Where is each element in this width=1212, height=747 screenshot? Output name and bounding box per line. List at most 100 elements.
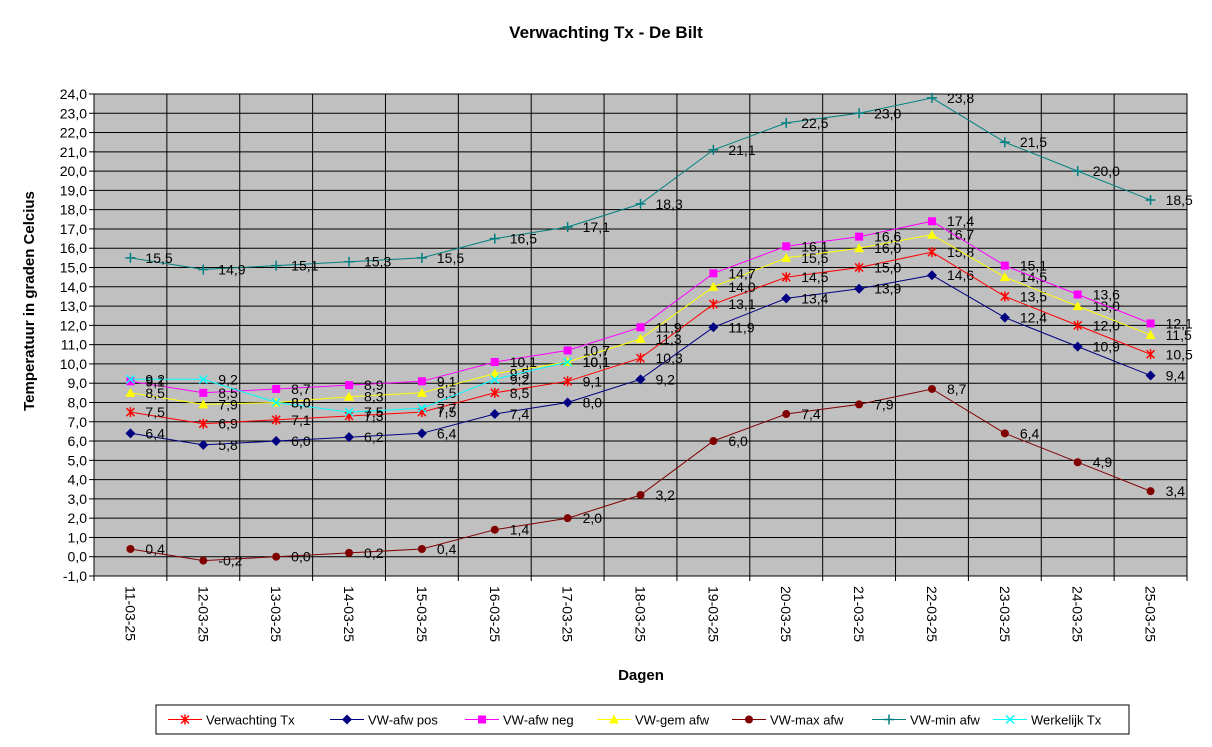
x-tick-label: 23-03-25	[997, 586, 1013, 642]
data-point	[416, 428, 427, 439]
x-axis-title: Dagen	[618, 667, 664, 684]
data-point	[562, 222, 573, 233]
data-point	[490, 374, 500, 384]
legend-item: Verwachting Tx	[168, 713, 295, 728]
data-label: 9,2	[145, 371, 165, 387]
data-label: 7,3	[364, 408, 384, 424]
y-tick-label: 22,0	[60, 125, 87, 141]
data-point	[635, 333, 646, 343]
data-point	[1145, 195, 1156, 206]
data-point	[416, 387, 427, 397]
data-point	[345, 381, 354, 390]
plot-border	[93, 93, 1188, 577]
x-tick-label: 25-03-25	[1143, 586, 1159, 642]
y-tick-label: 13,0	[60, 298, 87, 314]
data-label: 8,3	[364, 389, 384, 405]
data-point	[1145, 330, 1156, 339]
data-point	[1000, 429, 1009, 438]
data-label: 15,5	[145, 250, 172, 266]
data-label: 8,5	[145, 385, 165, 401]
data-point	[782, 242, 791, 251]
data-label: 16,7	[947, 227, 974, 243]
data-label: 13,4	[801, 290, 828, 306]
data-point	[198, 418, 208, 429]
data-point	[198, 374, 208, 384]
data-point	[126, 377, 135, 386]
y-tick-label: 0,0	[68, 549, 88, 565]
data-label: 5,8	[218, 437, 238, 453]
data-label: 9,2	[218, 371, 238, 387]
data-label: 6,4	[145, 425, 165, 441]
data-point	[478, 715, 486, 724]
data-point	[999, 272, 1010, 282]
data-label: 17,4	[947, 213, 974, 229]
data-point	[344, 391, 355, 401]
data-point	[709, 269, 718, 278]
data-point	[271, 397, 281, 408]
series-vw-max-afw: 0,4 -0,2 0,0 0,2 0,4 1,4 2,0 3,2 6,0 7,4 7,9 8,7 6,4…	[126, 381, 1185, 569]
x-tick-label: 20-03-25	[778, 586, 794, 642]
data-point	[854, 108, 865, 119]
legend-item: VW-gem afw	[597, 713, 710, 728]
y-tick-label: 19,0	[60, 182, 87, 198]
data-point	[636, 323, 645, 332]
data-point	[884, 714, 894, 725]
data-label: 17,1	[583, 219, 610, 235]
y-tick-labels: -1,0 0,0 1,0 2,0 3,0 4,0 5,0 6,0 7,0 8,0 9,0 10,0 11…	[60, 86, 94, 584]
data-label: 16,1	[801, 238, 828, 254]
data-label: 12,1	[1166, 315, 1193, 331]
y-tick-label: 6,0	[68, 433, 88, 449]
data-label: 3,4	[1166, 483, 1186, 499]
x-tick-label: 14-03-25	[341, 586, 357, 642]
data-label: 10,7	[583, 342, 610, 358]
data-label: 8,9	[364, 377, 384, 393]
data-point	[781, 117, 792, 128]
data-label: 8,0	[583, 394, 603, 410]
data-label: 11,9	[656, 319, 682, 335]
data-point	[416, 252, 427, 263]
y-tick-label: 17,0	[60, 221, 87, 237]
data-label: 10,1	[583, 354, 610, 370]
data-point	[1000, 291, 1010, 302]
data-point	[125, 387, 136, 397]
data-label: 16,5	[510, 231, 537, 247]
data-label: 7,5	[364, 404, 384, 420]
legend-label: Werkelijk Tx	[1031, 713, 1102, 728]
y-tick-label: -1,0	[63, 568, 87, 584]
x-tick-label: 11-03-25	[122, 586, 138, 641]
data-point	[1000, 261, 1009, 270]
data-label: 7,5	[145, 404, 165, 420]
data-point	[635, 353, 646, 364]
data-point	[125, 252, 136, 263]
legend-item: VW-afw neg	[465, 713, 574, 728]
data-point	[344, 432, 355, 443]
data-point	[708, 322, 719, 333]
data-label: 16,6	[874, 229, 901, 245]
data-label: 14,7	[728, 265, 755, 281]
data-point	[854, 283, 865, 294]
data-label: 6,0	[728, 433, 748, 449]
y-tick-label: 11,0	[61, 337, 87, 353]
data-label: 9,2	[510, 371, 530, 387]
data-label: 16,0	[874, 240, 901, 256]
y-tick-label: 15,0	[60, 260, 87, 276]
x-tick-label: 19-03-25	[705, 586, 721, 642]
data-point	[1005, 714, 1015, 725]
legend-label: VW-gem afw	[635, 713, 710, 728]
data-label: 8,0	[291, 394, 311, 410]
data-point	[490, 387, 500, 398]
data-label: 7,7	[437, 400, 457, 416]
data-point	[125, 374, 135, 384]
data-point	[125, 428, 136, 439]
data-label: 15,1	[291, 258, 318, 274]
data-label: 0,4	[437, 541, 457, 557]
data-point	[635, 374, 646, 385]
data-label: 8,5	[510, 385, 530, 401]
y-tick-label: 18,0	[60, 202, 87, 218]
data-point	[927, 384, 936, 393]
y-tick-label: 2,0	[68, 510, 88, 526]
data-point	[708, 299, 718, 310]
data-label: 12,0	[1093, 317, 1120, 333]
data-label: 13,9	[874, 281, 901, 297]
y-tick-label: 14,0	[60, 279, 87, 295]
